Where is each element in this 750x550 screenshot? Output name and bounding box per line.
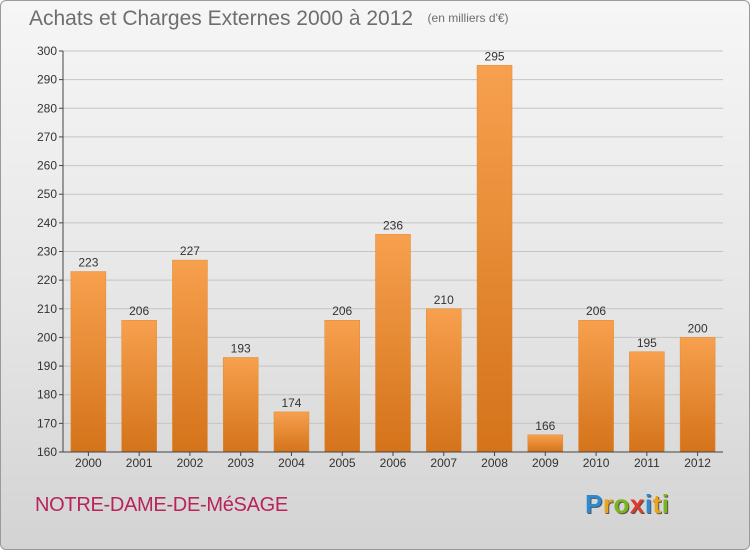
bar-2003	[222, 357, 259, 453]
y-tick-label: 230	[37, 245, 57, 259]
y-tick-label: 170	[37, 416, 57, 430]
y-axis-ticks: 160 170 180 190 200 210 220 230 240 250 260 270 280 2…	[37, 44, 63, 459]
x-tick-label: 2004	[278, 456, 305, 470]
bar-2004	[273, 411, 310, 453]
bar-2011	[629, 351, 665, 453]
bar-2000	[70, 271, 107, 453]
logo-letter: i	[644, 489, 653, 519]
bar-2001	[121, 319, 157, 453]
logo-letter: i	[661, 489, 670, 519]
bar-2012	[679, 337, 716, 453]
y-tick-label: 180	[37, 388, 57, 402]
y-tick-label: 290	[37, 73, 57, 87]
x-tick-label: 2003	[227, 456, 254, 470]
data-label: 223	[78, 256, 98, 270]
bar-2008	[476, 65, 513, 453]
x-tick-label: 2000	[75, 456, 102, 470]
data-label: 200	[688, 321, 708, 335]
x-tick-label: 2002	[177, 456, 204, 470]
logo-letter: x	[629, 489, 645, 519]
bars	[70, 65, 716, 453]
y-tick-label: 300	[37, 44, 57, 58]
logo-letter: r	[602, 489, 614, 519]
y-tick-label: 190	[37, 359, 57, 373]
chart-title: Achats et Charges Externes 2000 à 2012	[29, 7, 414, 30]
x-tick-label: 2011	[634, 456, 660, 470]
y-tick-label: 240	[37, 216, 57, 230]
y-tick-label: 160	[37, 445, 57, 459]
data-label: 227	[180, 244, 200, 258]
logo-letter: t	[652, 489, 662, 519]
bar-2002	[172, 259, 208, 453]
axes	[62, 51, 723, 453]
x-tick-label: 2010	[583, 456, 610, 470]
logo-letter: P	[585, 489, 603, 519]
commune-name: NOTRE-DAME-DE-MéSAGE	[35, 494, 288, 516]
bar-2009	[527, 434, 564, 453]
y-tick-label: 270	[37, 130, 57, 144]
bar-2006	[375, 234, 411, 453]
x-tick-label: 2001	[126, 456, 153, 470]
data-label: 195	[637, 336, 657, 350]
y-tick-label: 260	[37, 159, 57, 173]
x-tick-label: 2009	[532, 456, 559, 470]
y-tick-label: 280	[37, 101, 57, 115]
data-label: 193	[231, 341, 251, 355]
bar-2010	[578, 319, 614, 453]
x-tick-label: 2006	[380, 456, 407, 470]
data-label: 206	[129, 304, 149, 318]
x-tick-label: 2007	[430, 456, 457, 470]
data-label: 210	[434, 293, 454, 307]
data-label: 236	[383, 218, 403, 232]
chart-unit: (en milliers d'€)	[427, 11, 509, 25]
data-label: 206	[332, 304, 352, 318]
y-tick-label: 220	[37, 273, 57, 287]
data-label: 295	[485, 49, 505, 63]
title-block: Achats et Charges Externes 2000 à 2012 (…	[29, 7, 509, 31]
x-tick-label: 2005	[329, 456, 356, 470]
data-label: 206	[586, 304, 606, 318]
y-tick-label: 200	[37, 330, 57, 344]
data-label: 174	[281, 396, 301, 410]
bar-2007	[426, 308, 462, 453]
data-labels: 223 206 227 193 174 206 236 210 295 166 206 195 200	[78, 49, 708, 432]
y-tick-label: 250	[37, 187, 57, 201]
y-tick-label: 210	[37, 302, 57, 316]
proxiti-logo: Proxiti	[585, 489, 669, 520]
logo-letter: o	[613, 489, 630, 519]
bar-2005	[324, 319, 360, 453]
x-tick-label: 2012	[684, 456, 711, 470]
data-label: 166	[535, 419, 555, 433]
x-axis-ticks: 2000 2001 2002 2003 2004 2005 2006 2007 2008 2009…	[75, 452, 711, 470]
x-tick-label: 2008	[481, 456, 508, 470]
